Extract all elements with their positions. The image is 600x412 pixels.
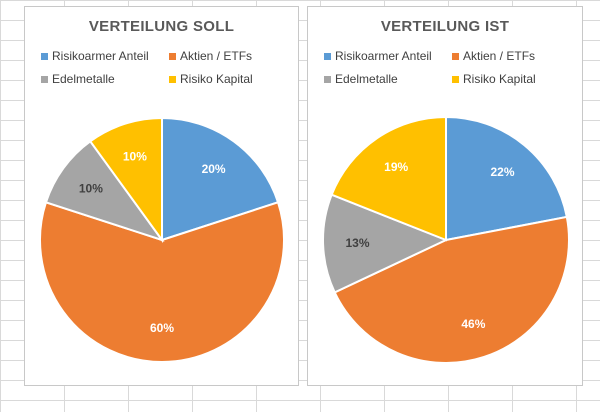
pie-slice-aktien-etfs: [333, 215, 570, 364]
chart-soll: VERTEILUNG SOLL Risikoarmer Anteil Aktie…: [24, 6, 299, 386]
legend-swatch: [452, 52, 459, 60]
legend: Risikoarmer Anteil Aktien / ETFs Edelmet…: [324, 49, 578, 86]
pie-slice-edelmetalle: [44, 139, 165, 242]
legend-label: Risiko Kapital: [180, 72, 253, 86]
pie-slice-risiko-kapital: [330, 115, 447, 242]
chart-title: VERTEILUNG IST: [380, 18, 510, 35]
pie-slice-risikoarmer-anteil: [161, 116, 280, 242]
legend-label: Edelmetalle: [52, 72, 115, 86]
legend-item-risiko-kapital: Risiko Kapital: [169, 72, 294, 86]
legend-label: Risiko Kapital: [463, 72, 536, 86]
pie-slice-risikoarmer-anteil: [445, 115, 568, 242]
data-label-risiko-kapital: 19%: [384, 160, 408, 174]
legend-item-edelmetalle: Edelmetalle: [41, 72, 169, 86]
legend-item-risikoarmer-anteil: Risikoarmer Anteil: [324, 49, 452, 63]
legend-label: Aktien / ETFs: [180, 49, 253, 63]
chart-ist: VERTEILUNG IST Risikoarmer Anteil Aktien…: [307, 6, 583, 386]
data-label-aktien-etfs: 60%: [150, 321, 174, 335]
pie-slice-risiko-kapital: [88, 116, 163, 244]
legend-label: Edelmetalle: [335, 72, 398, 86]
pie-slice-edelmetalle: [322, 193, 449, 294]
legend-swatch: [169, 52, 176, 60]
legend: Risikoarmer Anteil Aktien / ETFs Edelmet…: [41, 49, 294, 86]
legend-item-aktien-etfs: Aktien / ETFs: [169, 49, 294, 63]
data-label-risikoarmer-anteil: 22%: [490, 165, 514, 179]
data-label-edelmetalle: 13%: [345, 236, 369, 250]
legend-label: Risikoarmer Anteil: [335, 49, 432, 63]
legend-item-edelmetalle: Edelmetalle: [324, 72, 452, 86]
legend-swatch: [452, 75, 459, 83]
legend-item-risikoarmer-anteil: Risikoarmer Anteil: [41, 49, 169, 63]
data-label-risiko-kapital: 10%: [123, 150, 147, 164]
data-label-edelmetalle: 10%: [79, 181, 103, 195]
legend-label: Aktien / ETFs: [463, 49, 536, 63]
pie-slice-aktien-etfs: [39, 201, 285, 363]
legend-swatch: [324, 75, 331, 83]
data-label-risikoarmer-anteil: 20%: [202, 162, 226, 176]
legend-swatch: [324, 52, 331, 60]
legend-swatch: [169, 75, 176, 83]
legend-label: Risikoarmer Anteil: [52, 49, 149, 63]
pie-ist: 22% 46% 13% 19%: [322, 115, 570, 364]
legend-item-risiko-kapital: Risiko Kapital: [452, 72, 578, 86]
legend-item-aktien-etfs: Aktien / ETFs: [452, 49, 578, 63]
chart-title: VERTEILUNG SOLL: [88, 18, 235, 35]
data-label-aktien-etfs: 46%: [461, 317, 485, 331]
pie-soll: 20% 60% 10% 10%: [39, 116, 285, 363]
legend-swatch: [41, 52, 48, 60]
legend-swatch: [41, 75, 48, 83]
